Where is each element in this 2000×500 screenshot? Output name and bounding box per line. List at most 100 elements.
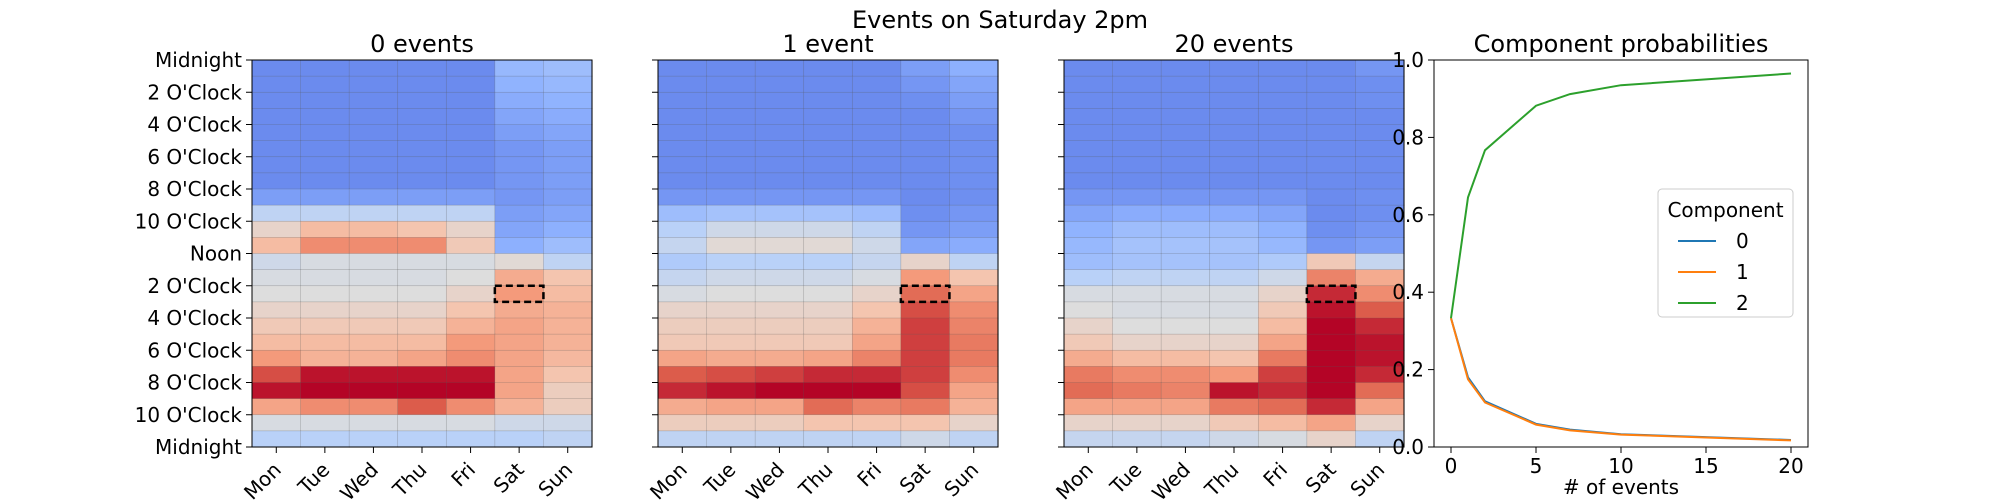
heatmap-cell	[1209, 269, 1259, 287]
heatmap-cell	[543, 414, 593, 432]
heatmap-cell	[348, 220, 399, 238]
heatmap-cell	[803, 349, 853, 367]
heatmap-cell	[754, 237, 805, 255]
heatmap-cell	[851, 430, 902, 448]
heatmap-cell	[851, 269, 902, 287]
heatmap-cell	[803, 382, 853, 400]
panel-title-1: 0 events	[370, 30, 474, 58]
heatmap-cell	[803, 333, 853, 351]
x-tick-label: Wed	[335, 458, 383, 500]
heatmap-cell	[348, 156, 399, 174]
heatmap-cell	[754, 91, 805, 109]
heatmap-cell	[1209, 398, 1259, 416]
heatmap-cell	[1355, 414, 1405, 432]
heatmap-cell	[1257, 91, 1308, 109]
heatmap-cell	[1257, 414, 1308, 432]
heatmap-cell	[445, 414, 496, 432]
heatmap-cell	[851, 172, 902, 190]
heatmap-cell	[851, 140, 902, 158]
heatmap-cell	[1257, 204, 1308, 222]
heatmap-cell	[706, 333, 756, 351]
heatmap-cell	[1257, 188, 1308, 206]
legend-box	[1657, 188, 1794, 318]
heatmap-cell	[445, 124, 496, 142]
y-tick-label: 6 O'Clock	[147, 338, 242, 362]
heatmap-cell	[754, 285, 805, 303]
y-tick-label: 2 O'Clock	[147, 80, 242, 104]
heatmap-cell	[445, 349, 496, 367]
heatmap-cell	[494, 382, 545, 400]
x-tick-label: Mon	[1051, 458, 1098, 500]
heatmap-cell	[1257, 75, 1308, 93]
heatmap-cell	[251, 430, 302, 448]
heatmap-cell	[657, 430, 708, 448]
y-tick-label: Noon	[190, 242, 242, 266]
heatmap-cell	[300, 124, 350, 142]
heatmap-cell	[1063, 140, 1114, 158]
heatmap-cell	[1112, 124, 1162, 142]
heatmap-cell	[1063, 333, 1114, 351]
heatmap-cell	[1355, 398, 1405, 416]
heatmap-cell	[949, 398, 999, 416]
heatmap-cell	[803, 59, 853, 77]
heatmap-cell	[1063, 204, 1114, 222]
heatmap-cell	[1160, 398, 1211, 416]
heatmap-cell	[445, 156, 496, 174]
heatmap-cell	[657, 317, 708, 335]
x-tick-label: Sat	[489, 457, 529, 497]
heatmap-cell	[706, 366, 756, 384]
heatmap-cell	[803, 430, 853, 448]
heatmap-cell	[851, 285, 902, 303]
heatmap-cell	[657, 156, 708, 174]
heatmap-cell	[1209, 204, 1259, 222]
heatmap-cell	[1257, 349, 1308, 367]
heatmap-cell	[754, 156, 805, 174]
heatmap-cell	[851, 414, 902, 432]
heatmap-cell	[251, 398, 302, 416]
heatmap-cell	[397, 237, 447, 255]
heatmap-cell	[1112, 108, 1162, 126]
heatmap-cell	[300, 59, 350, 77]
x-tick-label: Sat	[1301, 457, 1341, 497]
heatmap-cell	[1306, 398, 1357, 416]
heatmap-cell	[1063, 253, 1114, 271]
heatmap-cell	[949, 204, 999, 222]
x-tick-label: Thu	[793, 458, 837, 500]
heatmap-cell	[949, 317, 999, 335]
heatmap-cell	[1112, 188, 1162, 206]
heatmap-cell	[657, 140, 708, 158]
heatmap-cell	[348, 91, 399, 109]
heatmap-cell	[706, 220, 756, 238]
heatmap-cell	[1112, 220, 1162, 238]
heatmap-cell	[949, 333, 999, 351]
heatmap-cell	[803, 188, 853, 206]
panel-title-2: 1 event	[782, 30, 873, 58]
heatmap-cell	[1306, 285, 1357, 303]
heatmap-cell	[445, 333, 496, 351]
heatmap-cell	[543, 75, 593, 93]
heatmap-cell	[251, 317, 302, 335]
heatmap-cell	[494, 317, 545, 335]
heatmap-cell	[251, 124, 302, 142]
heatmap-cell	[397, 91, 447, 109]
heatmap-cell	[494, 75, 545, 93]
heatmap-cell	[851, 59, 902, 77]
heatmap-cell	[754, 220, 805, 238]
heatmap-cell	[900, 317, 951, 335]
heatmap-cell	[754, 382, 805, 400]
heatmap-cell	[543, 172, 593, 190]
heatmap-cell	[397, 156, 447, 174]
heatmap-cell	[706, 124, 756, 142]
heatmap-cell	[1112, 237, 1162, 255]
heatmap-cell	[494, 253, 545, 271]
heatmap-cell	[397, 75, 447, 93]
heatmap-cell	[1306, 269, 1357, 287]
heatmap-cell	[1355, 172, 1405, 190]
heatmap-cell	[1257, 366, 1308, 384]
heatmap-cell	[1306, 333, 1357, 351]
series-line-1	[1450, 317, 1792, 442]
heatmap-cell	[900, 59, 951, 77]
heatmap-cell	[900, 382, 951, 400]
heatmap-cell	[251, 91, 302, 109]
x-tick-label: Sun	[533, 458, 577, 500]
